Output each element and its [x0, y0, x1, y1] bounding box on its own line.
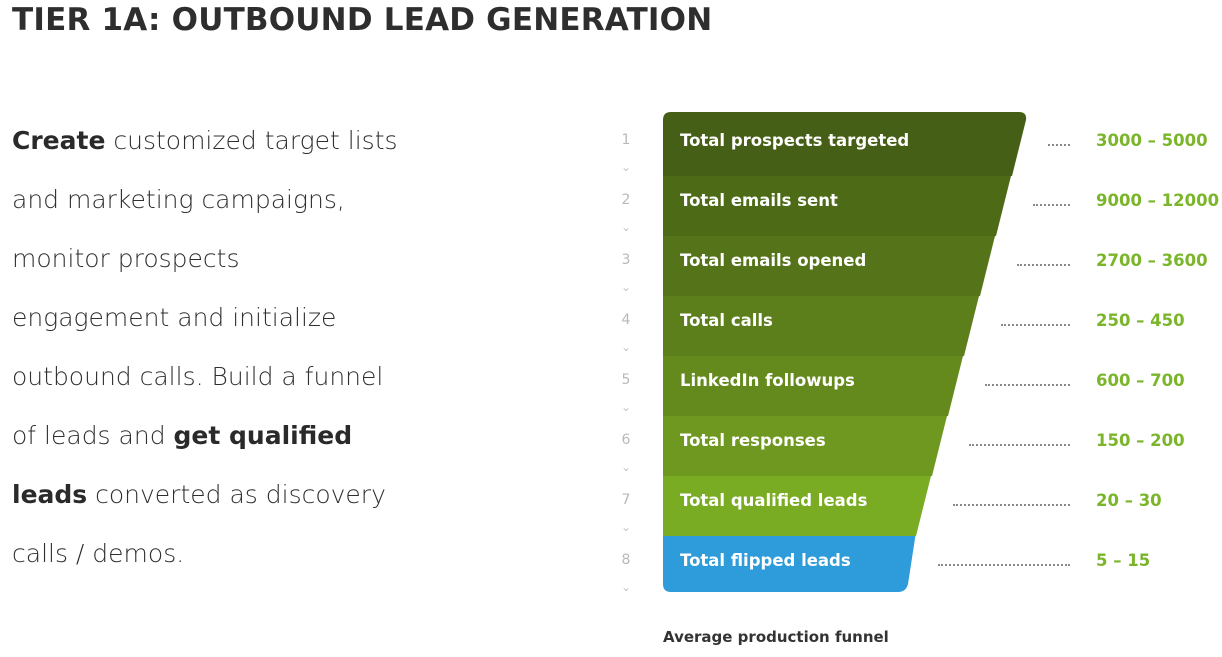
dotted-leader: [969, 444, 1070, 446]
chevron-down-icon: ⌄: [620, 340, 632, 354]
description-line: engagement and initialize: [12, 288, 482, 347]
description-run: customized target lists: [105, 126, 398, 155]
description-emphasis: Create: [12, 126, 106, 155]
funnel-step-label: Total prospects targeted: [680, 131, 910, 150]
step-number: 3: [621, 252, 631, 268]
description-line: and marketing campaigns,: [12, 170, 482, 229]
chevron-down-icon: ⌄: [620, 580, 632, 594]
funnel-step-range: 3000 – 5000: [1096, 131, 1208, 150]
funnel-bar-7: [663, 472, 932, 536]
description-line: calls / demos.: [12, 524, 482, 583]
description-emphasis: leads: [12, 480, 88, 509]
funnel-step-label: Total emails opened: [680, 251, 867, 270]
description-run: engagement and initialize: [12, 303, 337, 332]
dotted-leader: [1017, 264, 1070, 266]
funnel-step-range: 20 – 30: [1096, 491, 1162, 510]
funnel-bar-5: [663, 352, 964, 416]
description-line: monitor prospects: [12, 229, 482, 288]
description-text: Create customized target lists and market…: [12, 111, 482, 583]
funnel-step-range: 600 – 700: [1096, 371, 1185, 390]
funnel-bar-1: [663, 112, 1027, 176]
funnel-bar-4: [663, 292, 980, 356]
funnel-caption: Average production funnel: [663, 628, 889, 646]
step-number: 4: [621, 312, 631, 328]
page-title: TIER 1A: OUTBOUND LEAD GENERATION: [12, 2, 713, 38]
funnel-step-label: Total calls: [680, 311, 773, 330]
dotted-leader: [1033, 204, 1070, 206]
chevron-down-icon: ⌄: [620, 460, 632, 474]
description-emphasis: get qualified: [173, 421, 353, 450]
chevron-down-icon: ⌄: [620, 160, 632, 174]
funnel-bar-3: [663, 232, 996, 296]
description-line: Create customized target lists: [12, 111, 482, 170]
funnel-step-range: 5 – 15: [1096, 551, 1151, 570]
step-number: 2: [621, 192, 631, 208]
funnel-step-label: Total flipped leads: [680, 551, 851, 570]
description-run: converted as discovery: [87, 480, 386, 509]
chevron-down-icon: ⌄: [620, 400, 632, 414]
description-run: monitor prospects: [12, 244, 240, 273]
chevron-down-icon: ⌄: [620, 220, 632, 234]
funnel-bar-2: [663, 172, 1012, 236]
chevron-down-icon: ⌄: [620, 280, 632, 294]
dotted-leader: [938, 564, 1070, 566]
chevron-down-icon: ⌄: [620, 520, 632, 534]
step-number: 5: [621, 372, 631, 388]
funnel-step-label: Total emails sent: [680, 191, 838, 210]
description-run: calls / demos.: [12, 539, 185, 568]
description-run: outbound calls. Build a funnel: [12, 362, 384, 391]
funnel-bar-8: [663, 532, 916, 592]
step-number: 7: [621, 492, 631, 508]
description-line: outbound calls. Build a funnel: [12, 347, 482, 406]
description-line: leads converted as discovery: [12, 465, 482, 524]
description-run: and marketing campaigns,: [12, 185, 345, 214]
funnel-step-range: 9000 – 12000: [1096, 191, 1220, 210]
step-number: 1: [621, 132, 631, 148]
funnel-bar-6: [663, 412, 948, 476]
dotted-leader: [1048, 144, 1070, 146]
funnel-step-label: LinkedIn followups: [680, 371, 855, 390]
step-number: 6: [621, 432, 631, 448]
dotted-leader: [985, 384, 1070, 386]
dotted-leader: [953, 504, 1070, 506]
funnel-step-range: 250 – 450: [1096, 311, 1185, 330]
funnel-step-label: Total responses: [680, 431, 826, 450]
description-line: of leads and get qualified: [12, 406, 482, 465]
funnel-step-range: 150 – 200: [1096, 431, 1185, 450]
funnel-step-label: Total qualified leads: [680, 491, 868, 510]
step-number: 8: [621, 552, 631, 568]
funnel-step-range: 2700 – 3600: [1096, 251, 1208, 270]
description-run: of leads and: [12, 421, 174, 450]
dotted-leader: [1001, 324, 1070, 326]
